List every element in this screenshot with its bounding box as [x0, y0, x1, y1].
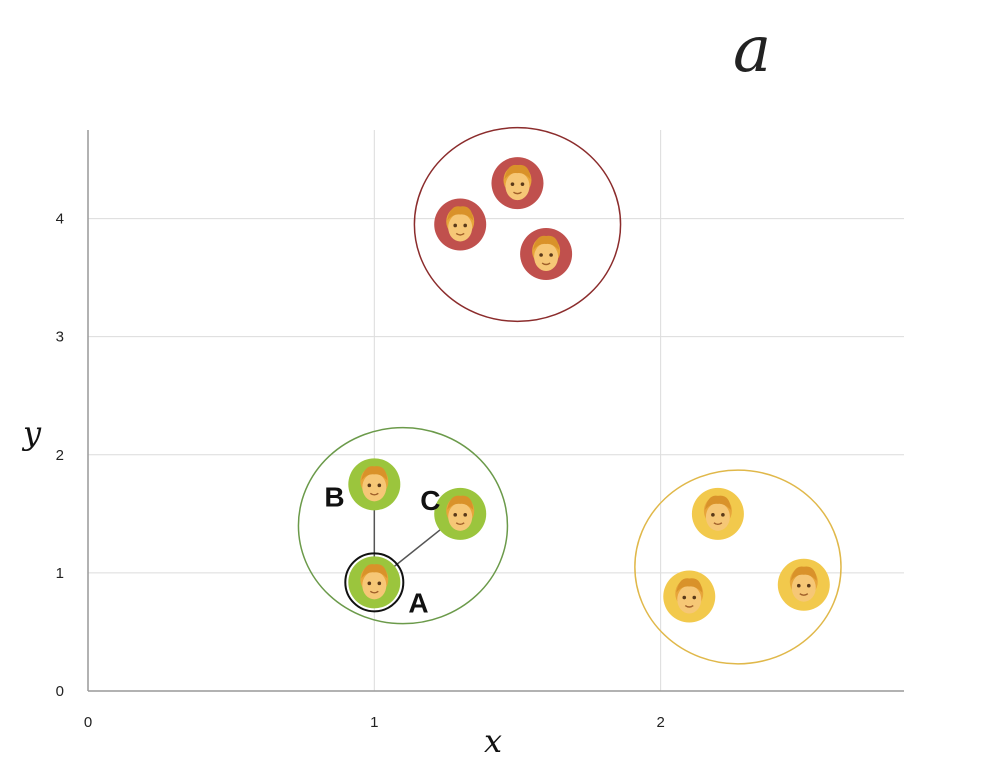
- eye: [721, 513, 725, 517]
- mouth: [369, 590, 379, 594]
- eye: [377, 483, 382, 488]
- eye: [520, 182, 525, 186]
- mouth: [713, 522, 723, 526]
- data-point: [691, 487, 744, 540]
- eye: [549, 253, 553, 257]
- face-shape: [677, 585, 702, 614]
- eye: [806, 583, 811, 588]
- data-point: [520, 228, 573, 281]
- face-shape: [791, 573, 816, 602]
- mouth: [513, 191, 522, 195]
- mouth: [799, 593, 809, 596]
- hair-fringe: [447, 495, 474, 510]
- face-shape: [534, 243, 559, 272]
- cluster-enclosure: [297, 426, 509, 625]
- y-tick-label: 2: [56, 447, 64, 464]
- eye: [463, 513, 468, 517]
- tick-labels: 0 1 2 0 1 2 3 4: [56, 211, 665, 731]
- y-tick-label: 4: [56, 211, 64, 228]
- face-shape: [362, 473, 387, 502]
- hair-fringe: [504, 164, 531, 180]
- face-shape: [705, 502, 730, 531]
- hair-fringe: [704, 495, 731, 510]
- data-point: [348, 458, 401, 511]
- y-tick-label: 0: [56, 683, 64, 700]
- data-points: [344, 157, 830, 623]
- cluster-enclosures: [297, 126, 842, 665]
- eye: [453, 513, 458, 517]
- data-point: [434, 198, 487, 251]
- eye: [711, 513, 715, 517]
- highlight-ring: [344, 552, 405, 613]
- point-labels: A B C: [324, 481, 440, 618]
- eye: [367, 581, 372, 586]
- hair-fringe: [790, 566, 817, 581]
- y-tick-label: 1: [56, 565, 64, 582]
- y-axis-title: y: [21, 414, 42, 452]
- face-shape: [505, 172, 530, 201]
- eye: [367, 483, 372, 488]
- y-tick-label: 3: [56, 329, 64, 346]
- eye: [453, 223, 458, 228]
- cluster-enclosure: [413, 126, 622, 323]
- eye: [463, 223, 468, 228]
- eye: [510, 182, 515, 186]
- eye: [692, 595, 697, 600]
- face-shape: [362, 571, 387, 600]
- eye: [377, 581, 382, 586]
- x-tick-label: 0: [84, 714, 92, 731]
- hair-fringe: [361, 564, 388, 579]
- grid-lines: [88, 130, 904, 691]
- eye: [682, 595, 687, 600]
- axes: [87, 130, 904, 692]
- point-label: B: [324, 481, 344, 512]
- data-point: [344, 552, 405, 613]
- mouth: [455, 232, 465, 236]
- face-shape: [448, 213, 473, 242]
- eye: [796, 583, 801, 588]
- cluster-enclosure: [634, 469, 842, 665]
- data-point: [491, 157, 544, 210]
- point-label: C: [420, 485, 440, 516]
- data-point: [434, 487, 487, 540]
- hair-fringe: [447, 206, 474, 221]
- mouth: [541, 262, 551, 266]
- point-label: A: [408, 587, 428, 618]
- eye: [539, 253, 543, 257]
- figure-panel-label: a: [733, 13, 772, 87]
- hair-fringe: [361, 466, 388, 481]
- mouth: [369, 492, 379, 496]
- x-axis-title: x: [484, 722, 502, 760]
- mouth: [455, 522, 465, 526]
- hair-fringe: [676, 578, 703, 593]
- data-point: [777, 558, 830, 611]
- hair-fringe: [533, 235, 560, 251]
- x-tick-label: 1: [370, 714, 378, 731]
- face-shape: [448, 502, 473, 531]
- data-point: [663, 570, 716, 623]
- mouth: [684, 604, 694, 608]
- x-tick-label: 2: [656, 714, 664, 731]
